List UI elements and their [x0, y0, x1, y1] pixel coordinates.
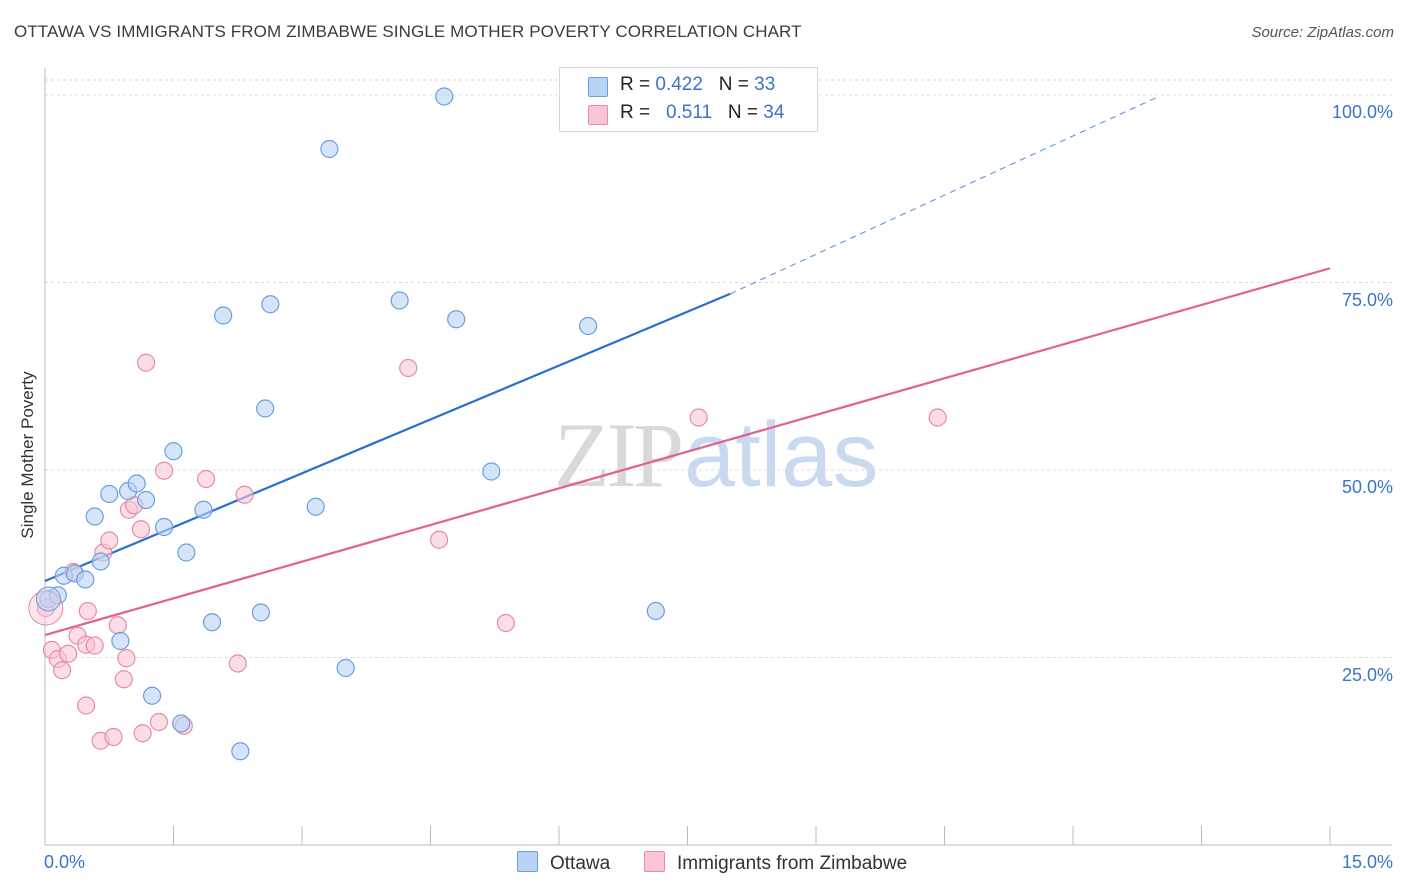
point-ottawa: [646, 601, 665, 621]
point-zimbabwe: [928, 408, 947, 427]
x-tick-label: 15.0%: [1341, 852, 1393, 872]
trend-layer: [44, 95, 1331, 637]
point-zimbabwe: [689, 408, 708, 427]
x-tick-label: 0.0%: [44, 852, 86, 872]
point-zimbabwe: [117, 649, 136, 668]
grid-layer: [45, 79, 1392, 658]
bottom-legend-ottawa: Ottawa: [517, 851, 610, 875]
point-ottawa: [177, 543, 196, 562]
point-zimbabwe: [100, 531, 119, 550]
point-zimbabwe: [228, 654, 247, 673]
point-ottawa: [194, 500, 213, 519]
point-ottawa: [76, 570, 95, 589]
point-zimbabwe: [77, 696, 96, 715]
bottom-legend-label-ottawa: Ottawa: [550, 853, 611, 874]
point-ottawa: [154, 517, 174, 537]
point-ottawa: [320, 139, 339, 159]
point-ottawa: [100, 484, 119, 504]
point-ottawa: [256, 399, 275, 418]
watermark-zip: ZIP: [554, 404, 684, 506]
y-tick-label: 75.0%: [1341, 289, 1393, 310]
legend-box: R = 0.422 N = 33 R = 0.511 N = 34: [559, 67, 818, 132]
point-zimbabwe: [85, 636, 104, 655]
point-ottawa: [91, 552, 110, 571]
point-ottawa: [306, 497, 325, 516]
point-zimbabwe: [78, 601, 97, 621]
point-ottawa: [172, 714, 191, 733]
legend-r-value: 0.422: [655, 74, 703, 95]
point-ottawa: [390, 291, 409, 310]
point-ottawa: [111, 631, 130, 651]
trendline-zimbabwe: [44, 267, 1331, 637]
point-ottawa: [579, 316, 598, 336]
legend-stats-zimbabwe: R = 0.511 N = 34: [620, 102, 784, 124]
point-zimbabwe: [133, 724, 152, 743]
point-ottawa: [142, 686, 162, 705]
y-tick-label: 50.0%: [1341, 477, 1393, 497]
watermark-atlas: atlas: [684, 404, 879, 506]
point-zimbabwe: [149, 712, 169, 732]
point-ottawa: [127, 474, 146, 493]
point-zimbabwe: [154, 461, 174, 480]
bottom-legend-swatch-zimbabwe: [644, 851, 665, 872]
point-zimbabwe: [399, 358, 418, 378]
legend-r-value: 0.511: [665, 102, 713, 123]
point-ottawa: [85, 507, 104, 526]
y-tick-label: 100.0%: [1331, 102, 1393, 122]
watermark: ZIPatlas: [554, 402, 878, 508]
point-zimbabwe: [104, 727, 123, 747]
axis-layer: [44, 68, 1392, 846]
point-ottawa-large: [35, 586, 61, 612]
point-zimbabwe: [429, 530, 449, 549]
point-ottawa: [136, 490, 156, 510]
legend-n-value: 34: [763, 102, 785, 123]
point-ottawa: [251, 603, 270, 622]
y-axis-title: Single Mother Poverty: [18, 371, 37, 539]
point-zimbabwe: [59, 644, 78, 663]
point-zimbabwe: [114, 670, 133, 689]
point-zimbabwe: [53, 661, 72, 680]
point-zimbabwe: [235, 485, 254, 504]
legend-stats-ottawa: R = 0.422 N = 33: [620, 74, 775, 96]
legend-r-label: R =: [620, 102, 656, 123]
legend-n-label: N =: [718, 74, 755, 95]
point-ottawa: [447, 310, 466, 329]
legend-n-value: 33: [754, 74, 776, 95]
points-layer: [28, 87, 947, 761]
point-ottawa: [336, 658, 355, 678]
point-zimbabwe: [196, 469, 216, 489]
point-ottawa: [164, 442, 183, 461]
point-ottawa: [482, 462, 501, 481]
legend-n-label: N =: [727, 102, 764, 123]
legend-swatch-zimbabwe: [588, 105, 608, 125]
point-zimbabwe: [136, 353, 156, 372]
point-zimbabwe: [131, 520, 151, 539]
bottom-legend-label-zimbabwe: Immigrants from Zimbabwe: [677, 853, 908, 874]
legend-r-label: R =: [620, 74, 656, 95]
point-ottawa: [261, 295, 280, 314]
point-zimbabwe: [108, 616, 127, 635]
trendline-ottawa-extension: [730, 95, 1159, 295]
point-ottawa: [202, 613, 222, 632]
chart-title: OTTAWA VS IMMIGRANTS FROM ZIMBABWE SINGL…: [14, 22, 802, 41]
bottom-legend-swatch-ottawa: [517, 851, 538, 872]
point-ottawa: [214, 306, 233, 325]
chart-source: Source: ZipAtlas.com: [1251, 24, 1394, 41]
y-tick-label: 25.0%: [1341, 664, 1393, 685]
point-zimbabwe: [496, 613, 515, 633]
legend-swatch-ottawa: [588, 77, 608, 97]
bottom-legend-zimbabwe: Immigrants from Zimbabwe: [644, 851, 907, 875]
point-ottawa: [435, 87, 454, 106]
point-ottawa: [231, 742, 250, 761]
